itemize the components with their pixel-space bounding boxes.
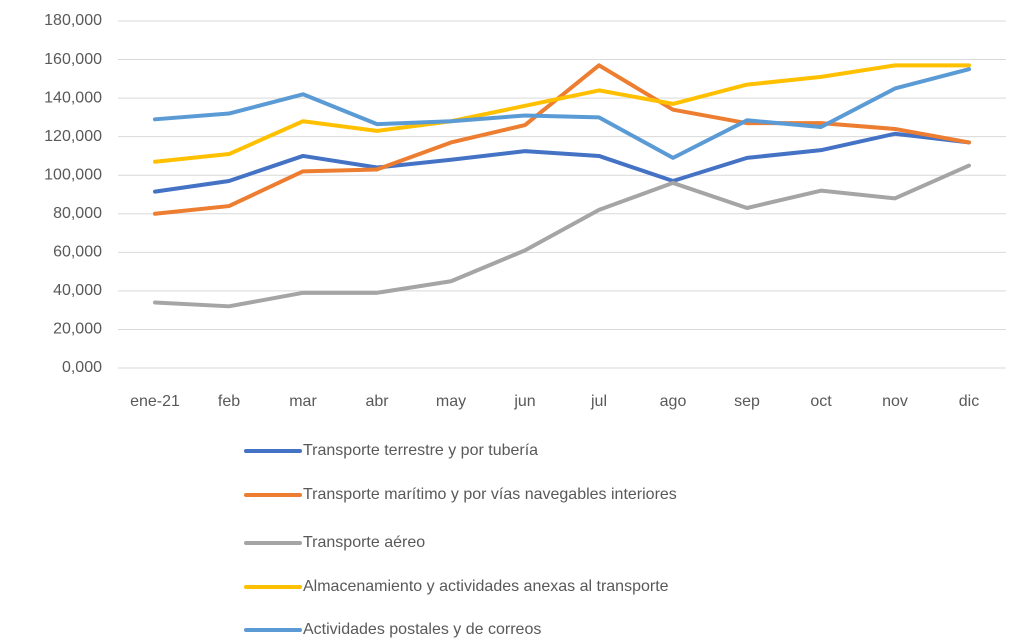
x-tick-label: sep — [734, 393, 760, 410]
y-tick-label: 180,000 — [44, 12, 102, 29]
y-tick-label: 20,000 — [53, 321, 102, 338]
y-tick-label: 140,000 — [44, 89, 102, 106]
x-tick-label: jun — [513, 393, 535, 410]
y-tick-label: 60,000 — [53, 244, 102, 261]
x-tick-label: jul — [590, 393, 607, 410]
legend-label: Transporte aéreo — [303, 534, 425, 551]
y-tick-label: 0,000 — [62, 359, 102, 376]
x-tick-label: abr — [365, 393, 389, 410]
x-tick-label: feb — [218, 393, 240, 410]
y-tick-label: 120,000 — [44, 128, 102, 145]
x-tick-label: mar — [289, 393, 317, 410]
series-line — [153, 163, 971, 309]
series-line — [153, 63, 971, 216]
series-line — [153, 67, 971, 160]
series-line — [153, 131, 971, 194]
legend-label: Transporte marítimo y por vías navegable… — [303, 486, 677, 503]
x-tick-label: may — [436, 393, 466, 410]
y-tick-label: 160,000 — [44, 51, 102, 68]
legend-label: Transporte terrestre y por tubería — [303, 442, 538, 459]
y-tick-label: 80,000 — [53, 205, 102, 222]
x-tick-label: nov — [882, 393, 908, 410]
series-line — [153, 63, 971, 164]
y-tick-label: 40,000 — [53, 282, 102, 299]
x-tick-label: dic — [959, 393, 979, 410]
y-tick-label: 100,000 — [44, 166, 102, 183]
legend-label: Almacenamiento y actividades anexas al t… — [303, 578, 669, 595]
x-tick-label: oct — [810, 393, 832, 410]
x-tick-label: ago — [660, 393, 687, 410]
x-tick-label: ene-21 — [130, 393, 180, 410]
legend-label: Actividades postales y de correos — [303, 621, 541, 638]
